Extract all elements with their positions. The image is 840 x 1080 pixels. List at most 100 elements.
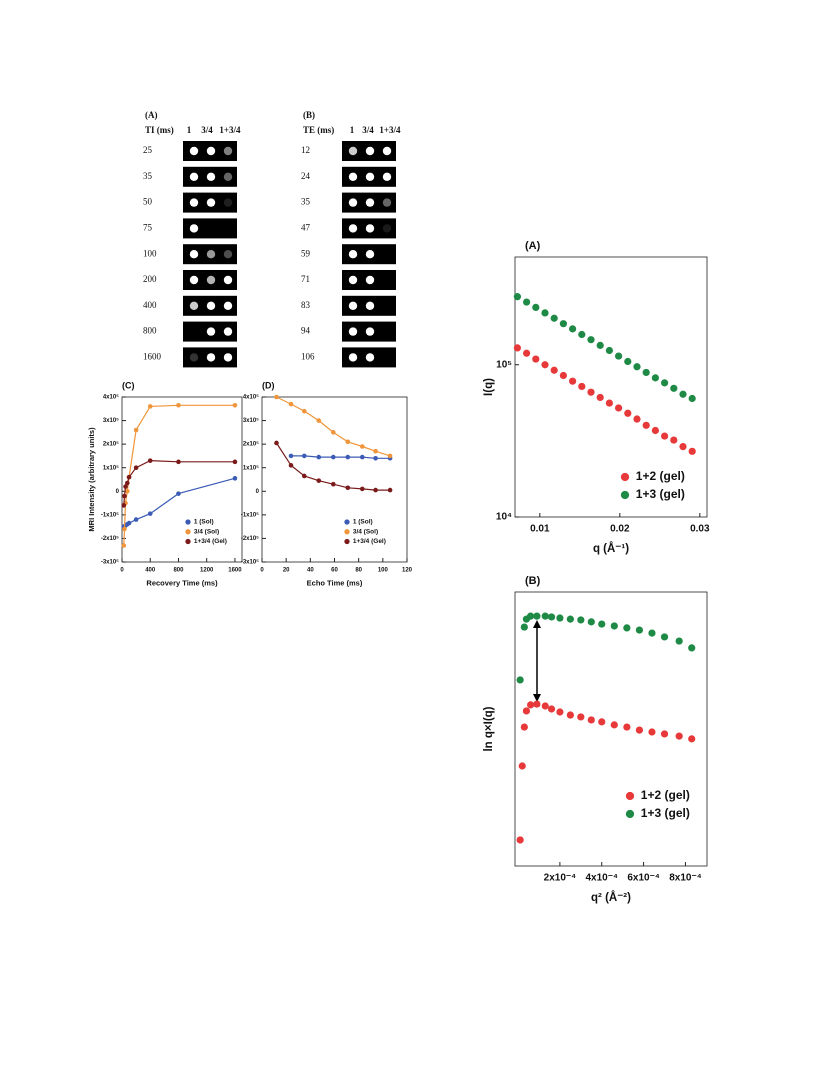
data-point [566,615,574,623]
y-tick-label: -2x10⁵ [241,536,259,542]
mri-spot [206,327,216,336]
data-point [688,394,696,403]
legend-marker [344,529,350,535]
row-label: 75 [143,222,153,232]
data-point [232,476,238,481]
mri-spot [365,327,375,336]
data-point [513,344,522,352]
row-label: 12 [301,145,310,155]
x-axis-label: Echo Time (ms) [307,579,363,588]
x-tick-label: 1600 [228,568,242,574]
column-label: 1 [187,125,192,135]
x-tick-label: 6x10⁻⁴ [627,873,660,884]
row-label: 50 [143,197,153,207]
data-point [675,732,683,740]
data-point [541,612,549,620]
data-point [541,361,549,369]
data-point [587,716,595,724]
data-point [623,723,631,731]
data-point [518,762,526,770]
mri-spot [348,250,358,259]
data-point [556,708,564,716]
chart-title: (A) [525,240,541,252]
data-point [232,402,238,408]
legend-marker [185,519,191,525]
y-tick-label: -3x10⁵ [101,560,119,566]
data-point [569,377,577,385]
data-point [330,430,336,435]
x-tick-label: 800 [173,568,184,574]
data-point [126,474,132,480]
data-point [635,726,644,734]
mri-spot [365,172,375,181]
data-point [577,616,585,624]
mri-spot [348,146,358,156]
x-tick-label: 0.02 [610,524,630,535]
mri-spot [382,146,392,156]
x-axis-label: Recovery Time (ms) [146,579,218,588]
row-label: 71 [301,274,310,284]
mri-spot [206,250,216,259]
data-point [648,629,656,637]
panel-label: (A) [145,110,158,120]
mri-spot [189,172,199,181]
y-tick-label: -1x10⁵ [241,512,259,518]
parameter-label: TI (ms) [145,125,174,135]
data-point [533,612,541,620]
legend-label: 1+2 (gel) [636,469,685,483]
data-point [522,707,531,715]
data-point [316,454,322,460]
mri-spot [348,353,358,362]
y-tick-label: 1x10⁵ [103,465,119,471]
data-point [615,404,623,412]
data-point [610,622,618,630]
data-point [569,325,577,333]
mri-spot [189,198,199,207]
legend-label: 1+3 (gel) [641,806,690,820]
data-point [122,526,127,532]
legend-label: 1+3/4 (Gel) [194,538,227,545]
legend-marker [625,791,635,801]
data-point [288,453,294,459]
y-tick-label: -3x10⁵ [241,560,259,566]
data-point [661,432,669,440]
data-point [547,613,556,621]
data-point [301,473,307,479]
data-point [176,491,181,496]
data-point [550,366,558,374]
data-point [359,486,365,492]
data-point [633,415,641,423]
data-point [596,393,604,402]
mri-spot [189,275,199,285]
data-point [330,481,336,487]
plot-frame [121,396,243,563]
data-point [126,520,132,526]
data-point [598,620,606,628]
mri-spot [365,198,375,207]
mri-spot [382,198,392,207]
mri-spot [206,353,216,362]
parameter-label: TE (ms) [303,125,334,135]
mri-spot [223,327,233,336]
column-label: 1 [350,125,355,135]
data-point [633,363,641,371]
y-axis-label: ln q×I(q) [483,706,495,751]
data-point [642,421,650,429]
y-tick-label: 4x10⁵ [103,395,119,401]
data-point [274,394,279,400]
chart-title: (D) [262,380,275,390]
mri-spot [189,146,199,156]
mri-spot [206,301,216,310]
series-line [123,477,236,528]
data-point [121,503,127,508]
x-tick-label: 100 [378,568,389,574]
data-point [520,723,528,731]
data-point [624,409,632,417]
mri-spot [382,172,392,181]
data-point [301,453,307,459]
legend-label: 1 (Sol) [353,519,373,526]
legend-label: 1+2 (gel) [641,788,690,802]
row-label: 200 [143,274,157,284]
data-point [316,478,322,483]
